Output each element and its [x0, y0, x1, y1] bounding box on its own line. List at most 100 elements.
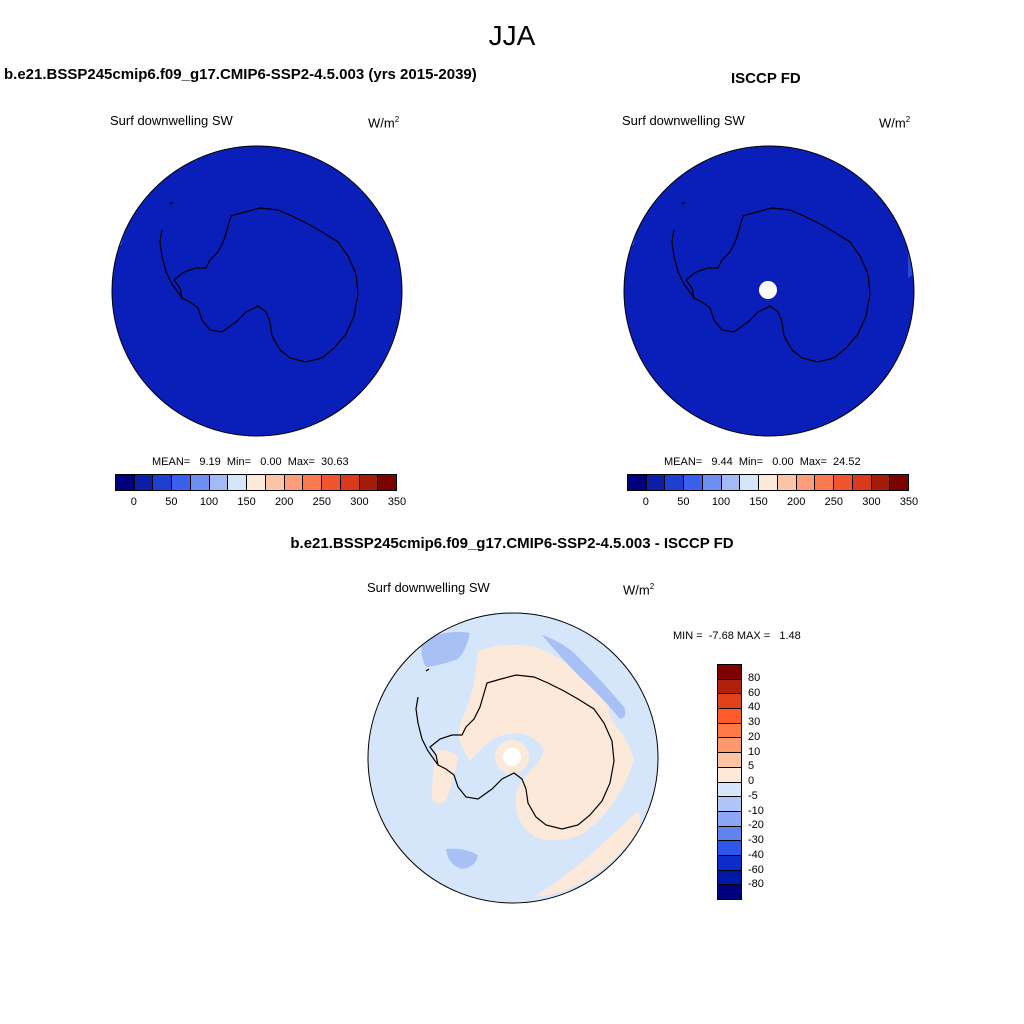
diff-colorbar-box [718, 782, 741, 798]
model-panel-title: b.e21.BSSP245cmip6.f09_g17.CMIP6-SSP2-4.… [4, 66, 477, 83]
obs-colorbar-ticks: 0 50 100 150 200 250 300 350 [627, 496, 918, 510]
model-colorbar-box [153, 475, 173, 490]
diff-colorbar-box [718, 855, 741, 871]
obs-colorbar-box [665, 475, 685, 490]
diff-colorbar-tick-label: 40 [748, 701, 761, 714]
diff-panel-title: b.e21.BSSP245cmip6.f09_g17.CMIP6-SSP2-4.… [290, 535, 734, 552]
obs-colorbar-tick-label: 150 [749, 496, 768, 508]
model-coastline [159, 201, 359, 363]
obs-coastline [671, 201, 871, 363]
diff-colorbar-tick-label: 0 [748, 775, 755, 787]
model-colorbar-box [322, 475, 341, 490]
obs-colorbar-box [628, 475, 647, 490]
obs-colorbar-box [852, 475, 872, 490]
model-colorbar-box [190, 475, 210, 490]
obs-colorbar-box [721, 475, 741, 490]
diff-map-border [367, 612, 659, 904]
obs-stats: MEAN= 9.44 Min= 0.00 Max= 24.52 [664, 456, 861, 468]
model-colorbar-tick-label: 200 [275, 496, 294, 508]
diff-colorbar-box [718, 738, 741, 754]
diff-colorbar-tick-label: 60 [748, 686, 761, 699]
diff-colorbar-tick-label: -30 [748, 834, 764, 846]
diff-colorbar-box [718, 767, 741, 783]
obs-panel-title: ISCCP FD [731, 70, 801, 87]
model-colorbar-box [359, 475, 379, 490]
diff-colorbar [717, 664, 742, 900]
model-colorbar-box [209, 475, 229, 490]
diff-colorbar-box [718, 665, 741, 680]
diff-colorbar-box [718, 753, 741, 768]
diff-colorbar-tick-label: -40 [748, 848, 764, 861]
obs-colorbar-box [890, 475, 909, 490]
model-colorbar-tick-label: 250 [312, 496, 331, 508]
diff-colorbar-box [718, 811, 741, 827]
obs-units-label: W/m2 [879, 115, 911, 131]
obs-colorbar-tick-label: 250 [824, 496, 843, 508]
obs-colorbar-box [684, 475, 703, 490]
model-stats: MEAN= 9.19 Min= 0.00 Max= 30.63 [152, 456, 349, 468]
obs-colorbar-box [871, 475, 891, 490]
model-colorbar-box [116, 475, 135, 490]
diff-coastline [415, 668, 615, 830]
diff-units-label: W/m2 [623, 582, 655, 598]
diff-colorbar-tick-label: 30 [748, 716, 761, 728]
obs-colorbar-tick-label: 100 [711, 496, 731, 508]
diff-colorbar-tick-label: -10 [748, 804, 764, 817]
obs-colorbar-box [646, 475, 666, 490]
model-colorbar-box [265, 475, 285, 490]
model-colorbar-box [172, 475, 191, 490]
obs-colorbar-tick-label: 300 [862, 496, 881, 508]
model-colorbar-tick-label: 150 [237, 496, 256, 508]
obs-colorbar-box [815, 475, 835, 490]
figure-title: JJA [488, 20, 536, 51]
obs-colorbar-box [777, 475, 797, 490]
obs-colorbar-box [740, 475, 760, 490]
model-colorbar-box [284, 475, 304, 490]
diff-colorbar-box [718, 885, 741, 899]
diff-colorbar-box [718, 709, 741, 724]
model-colorbar-tick-label: 100 [199, 496, 219, 508]
obs-colorbar-box [759, 475, 778, 490]
obs-colorbar-box [702, 475, 722, 490]
obs-colorbar-tick-label: 200 [787, 496, 806, 508]
obs-polar-map [623, 145, 915, 437]
model-polar-map [111, 145, 403, 437]
obs-colorbar-box [834, 475, 853, 490]
model-map-border [111, 145, 403, 437]
model-colorbar-tick-label: 300 [350, 496, 369, 508]
diff-colorbar-box [718, 826, 741, 842]
diff-colorbar-tick-label: 10 [748, 745, 761, 758]
model-colorbar-ticks: 0 50 100 150 200 250 300 350 [115, 496, 406, 510]
obs-polar-hole [759, 281, 777, 299]
diff-negative-region-nw [421, 631, 470, 667]
diff-colorbar-box [718, 679, 741, 695]
diff-colorbar-box [718, 797, 741, 812]
diff-stats: MIN = -7.68 MAX = 1.48 [673, 630, 801, 642]
diff-colorbar-tick-label: 5 [748, 760, 755, 773]
diff-colorbar-box [718, 841, 741, 856]
diff-positive-region-south [534, 811, 641, 897]
model-colorbar-box [247, 475, 266, 490]
model-colorbar-tick-label: 0 [130, 496, 137, 508]
obs-colorbar-tick-label: 350 [899, 496, 919, 508]
model-colorbar [115, 474, 397, 491]
diff-positive-region-continent [458, 644, 634, 841]
model-colorbar-box [228, 475, 248, 490]
model-colorbar-box [378, 475, 397, 490]
model-colorbar-box [134, 475, 154, 490]
diff-colorbar-tick-label: -20 [748, 819, 764, 832]
model-colorbar-box [303, 475, 323, 490]
diff-colorbar-tick-label: 20 [748, 730, 761, 743]
diff-colorbar-box [718, 694, 741, 710]
model-colorbar-box [340, 475, 360, 490]
diff-colorbar-tick-label: -60 [748, 863, 764, 876]
model-colorbar-tick-label: 350 [387, 496, 407, 508]
obs-variable-label: Surf downwelling SW [622, 113, 745, 128]
diff-colorbar-tick-label: -80 [748, 878, 764, 891]
diff-colorbar-ticks: 80 60 40 30 20 10 5 0 -5 -10 -20 -30 -40 -60 -80 [746, 664, 806, 900]
obs-colorbar-box [796, 475, 816, 490]
obs-map-border [623, 145, 915, 437]
diff-variable-label: Surf downwelling SW [367, 580, 490, 595]
diff-colorbar-box [718, 723, 741, 739]
obs-colorbar-tick-label: 50 [677, 496, 690, 508]
